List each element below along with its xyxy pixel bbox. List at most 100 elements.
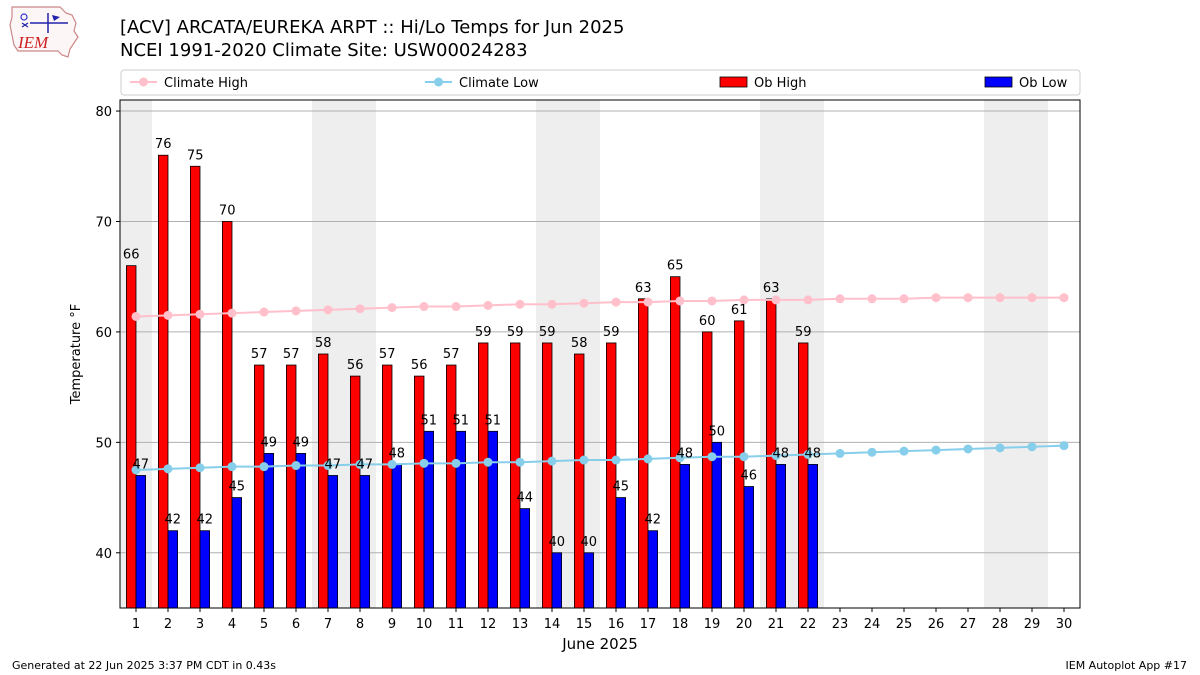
- x-tick-label: 20: [736, 617, 753, 632]
- legend-swatch: [719, 76, 748, 88]
- ob-low-bar: [135, 475, 147, 609]
- ob-low-bar: [263, 452, 275, 609]
- x-tick-label: 22: [800, 617, 817, 632]
- ob-high-bar-label: 75: [187, 148, 204, 163]
- x-tick-label: 29: [1024, 617, 1041, 632]
- ob-low-bar-label: 47: [133, 457, 150, 472]
- ob-low-bar-label: 49: [293, 435, 310, 450]
- ob-low-bar-label: 47: [357, 457, 374, 472]
- ob-low-bar: [423, 430, 435, 609]
- climate-low-point: [739, 452, 749, 462]
- x-tick-label: 11: [448, 617, 465, 632]
- ob-low-bar: [807, 464, 819, 609]
- x-tick-label: 3: [196, 617, 204, 632]
- ob-high-bar-label: 76: [155, 137, 172, 152]
- x-tick-label: 17: [640, 617, 657, 632]
- climate-low-point: [355, 459, 365, 469]
- climate-high-point: [803, 295, 813, 305]
- climate-high-point: [163, 310, 173, 320]
- climate-high-point: [707, 296, 717, 306]
- legend-box: [120, 69, 1081, 96]
- ob-high-bar-label: 56: [347, 358, 364, 373]
- x-tick-label: 15: [576, 617, 593, 632]
- ob-low-bar-label: 45: [229, 480, 246, 495]
- ob-low-bar-label: 40: [581, 535, 598, 550]
- ob-high-bar: [317, 353, 329, 609]
- ob-high-bar-label: 70: [219, 203, 236, 218]
- climate-low-point: [483, 457, 493, 467]
- climate-high-line: [135, 296, 1064, 318]
- climate-high-point: [579, 298, 589, 308]
- climate-high-point: [355, 304, 365, 314]
- ob-low-bar: [679, 464, 691, 609]
- ob-low-bar-label: 51: [421, 413, 438, 428]
- legend-swatch: [984, 76, 1013, 88]
- ob-low-bar-label: 49: [261, 435, 278, 450]
- climate-low-point: [259, 462, 269, 472]
- climate-low-point: [451, 458, 461, 468]
- climate-low-point: [1059, 441, 1069, 451]
- ob-low-bar-label: 44: [517, 491, 534, 506]
- ob-high-bar-label: 59: [507, 325, 524, 340]
- ob-high-bar: [413, 375, 425, 609]
- ob-low-bar-label: 48: [677, 446, 694, 461]
- ob-low-bar: [775, 464, 787, 609]
- legend-label: Ob High: [754, 76, 807, 91]
- ob-high-bar-label: 57: [443, 347, 460, 362]
- x-tick-label: 28: [992, 617, 1009, 632]
- y-tick-label: 70: [95, 215, 112, 230]
- climate-high-point: [835, 294, 845, 304]
- climate-low-point: [995, 443, 1005, 453]
- legend-marker: [434, 77, 443, 87]
- y-tick-label: 40: [95, 547, 112, 562]
- ob-high-bar-label: 60: [699, 314, 716, 329]
- ob-low-bar: [711, 441, 723, 609]
- climate-high-point: [419, 302, 429, 312]
- ob-low-bar: [743, 486, 755, 609]
- ob-high-bar-label: 57: [251, 347, 268, 362]
- ob-low-bar-label: 42: [165, 513, 182, 528]
- ob-low-bar: [487, 430, 499, 609]
- climate-high-point: [931, 293, 941, 303]
- generated-timestamp: Generated at 22 Jun 2025 3:37 PM CDT in …: [12, 659, 277, 672]
- ob-low-bar-label: 51: [485, 413, 502, 428]
- ob-low-bar: [391, 464, 403, 609]
- climate-low-point: [963, 444, 973, 454]
- x-tick-label: 1: [132, 617, 140, 632]
- ob-low-bar-label: 51: [453, 413, 470, 428]
- ob-low-bar-label: 48: [773, 446, 790, 461]
- weekend-bands: [120, 100, 1048, 608]
- x-tick-label: 12: [480, 617, 497, 632]
- ob-low-bar: [359, 475, 371, 609]
- x-tick-label: 5: [260, 617, 268, 632]
- x-tick-label: 9: [388, 617, 396, 632]
- climate-high-point: [387, 303, 397, 313]
- climate-high-point: [547, 299, 557, 309]
- climate-high-point: [483, 300, 493, 310]
- ob-high-bar: [221, 221, 233, 609]
- x-tick-label: 7: [324, 617, 332, 632]
- ob-high-bar-label: 58: [315, 336, 332, 351]
- ob-high-bar: [349, 375, 361, 609]
- bar-labels: 66 76 75 70 57 57 58 56 57 56 57 59 59 59 58 59 63 65 60 61…: [123, 137, 821, 550]
- chart-subtitle: NCEI 1991-2020 Climate Site: USW00024283: [120, 40, 528, 61]
- climate-low-point: [131, 465, 141, 475]
- x-tick-label: 10: [416, 617, 433, 632]
- x-tick-label: 24: [864, 617, 881, 632]
- climate-high-point: [643, 297, 653, 307]
- climate-high-point: [899, 294, 909, 304]
- ob-low-bar-label: 46: [741, 469, 758, 484]
- climate-low-point: [547, 456, 557, 466]
- ob-high-bar: [798, 342, 809, 609]
- ob-high-bar-label: 56: [411, 358, 428, 373]
- ob-low-bar: [615, 497, 627, 609]
- grid-lines: [120, 110, 1080, 554]
- climate-high-point: [1027, 293, 1037, 303]
- climate-high-point: [131, 311, 141, 321]
- climate-high-point: [739, 295, 749, 305]
- app-label: IEM Autoplot App #17: [1065, 659, 1188, 672]
- climate-high-point: [323, 305, 333, 315]
- ob-high-bar: [606, 342, 617, 609]
- climate-low-point: [515, 457, 525, 467]
- climate-low-point: [291, 461, 301, 471]
